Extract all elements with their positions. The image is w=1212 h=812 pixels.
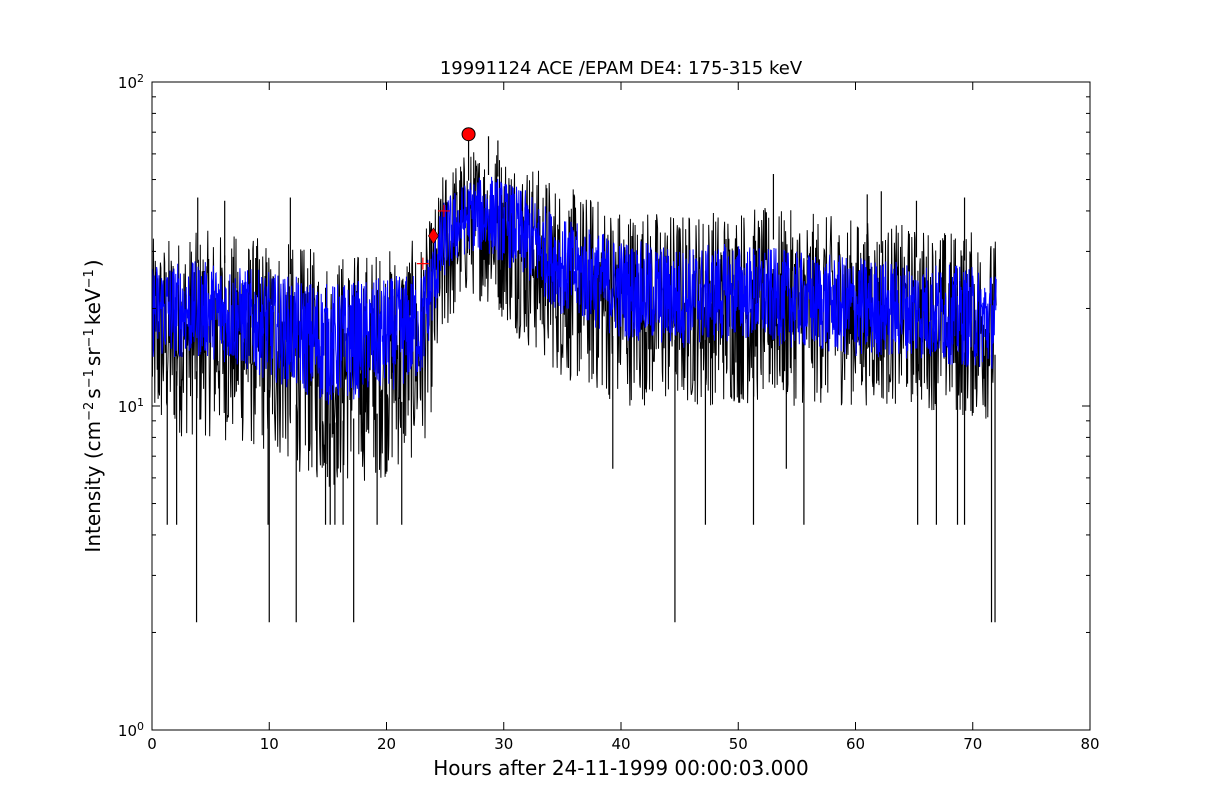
y-tick-label-1: 101 bbox=[118, 396, 144, 417]
x-tick-label-1: 10 bbox=[260, 735, 279, 753]
x-axis-label: Hours after 24-11-1999 00:00:03.000 bbox=[433, 756, 809, 780]
y-axis-label-end: ) bbox=[81, 259, 105, 267]
y-axis-label-exp1: −2 bbox=[82, 402, 97, 421]
y-tick-label-exp-0: 0 bbox=[137, 720, 144, 733]
plot-data bbox=[152, 127, 997, 623]
marker-plus-0 bbox=[416, 257, 429, 270]
marker-circle-3 bbox=[461, 127, 476, 142]
x-tick-label-8: 80 bbox=[1080, 735, 1099, 753]
y-tick-label-base-0: 10 bbox=[118, 722, 137, 740]
y-axis-label-exp4: −1 bbox=[82, 269, 97, 288]
x-tick-label-0: 0 bbox=[147, 735, 157, 753]
y-axis-label-exp3: −1 bbox=[82, 328, 97, 347]
y-tick-label-base-1: 10 bbox=[118, 398, 137, 416]
y-axis-label: Intensity (cm−2s−1sr−1keV−1) bbox=[81, 259, 105, 552]
x-ticks: 0 10 20 30 40 50 60 70 80 bbox=[147, 82, 1100, 753]
y-axis-label-exp2: −1 bbox=[82, 369, 97, 388]
series-0-line bbox=[152, 152, 997, 487]
x-tick-label-5: 50 bbox=[729, 735, 748, 753]
x-tick-label-2: 20 bbox=[377, 735, 396, 753]
y-axis-label-main: Intensity (cm bbox=[81, 421, 105, 553]
x-tick-label-7: 70 bbox=[963, 735, 982, 753]
y-axis-label-mid1: s bbox=[81, 388, 105, 398]
y-tick-label-exp-2: 2 bbox=[137, 72, 144, 85]
y-tick-label-base-2: 10 bbox=[118, 74, 137, 92]
y-tick-label-2: 102 bbox=[118, 72, 144, 93]
y-tick-label-0: 100 bbox=[118, 720, 144, 741]
x-tick-label-4: 40 bbox=[611, 735, 630, 753]
marker-diamond-1 bbox=[428, 227, 439, 245]
x-tick-label-6: 60 bbox=[846, 735, 865, 753]
y-axis-label-mid2: sr bbox=[81, 347, 105, 366]
y-tick-label-exp-1: 1 bbox=[137, 396, 144, 409]
y-axis-label-mid3: keV bbox=[81, 288, 105, 325]
chart-title: 19991124 ACE /EPAM DE4: 175-315 keV bbox=[440, 58, 803, 79]
series-1-line bbox=[152, 176, 997, 405]
x-tick-label-3: 30 bbox=[494, 735, 513, 753]
marker-plus-2 bbox=[437, 204, 450, 217]
